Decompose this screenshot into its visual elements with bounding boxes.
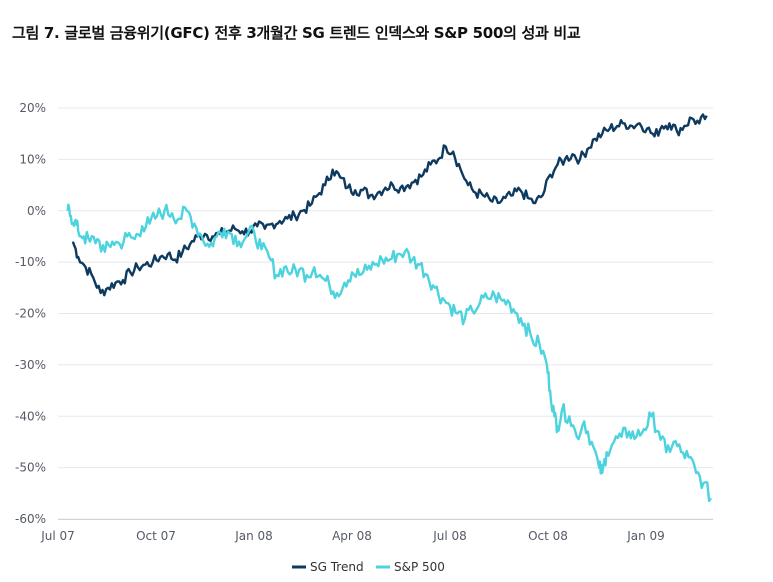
x-tick-label: Jan 09 bbox=[626, 529, 665, 543]
series-line-sp500 bbox=[66, 203, 712, 503]
y-tick-label: 10% bbox=[19, 152, 46, 166]
y-tick-label: -30% bbox=[15, 358, 46, 372]
y-tick-label: -60% bbox=[15, 512, 46, 526]
y-tick-label: -40% bbox=[15, 409, 46, 423]
y-tick-label: -20% bbox=[15, 307, 46, 321]
x-tick-label: Jul 07 bbox=[40, 529, 75, 543]
series-line-sg-trend bbox=[71, 113, 708, 297]
x-tick-label: Jul 08 bbox=[432, 529, 467, 543]
y-axis-ticks: 20% 10% 0% -10% -20% -30% -40% -50% -60% bbox=[15, 101, 46, 526]
x-tick-label: Apr 08 bbox=[332, 529, 372, 543]
y-tick-label: 20% bbox=[19, 101, 46, 115]
series-lines bbox=[66, 113, 712, 503]
chart-title: 그림 7. 글로벌 금융위기(GFC) 전후 3개월간 SG 트렌드 인덱스와 … bbox=[12, 24, 581, 42]
legend: SG Trend S&P 500 bbox=[292, 560, 445, 574]
y-tick-label: -10% bbox=[15, 255, 46, 269]
x-tick-label: Jan 08 bbox=[234, 529, 273, 543]
gridlines bbox=[58, 107, 713, 520]
x-axis-ticks: Jul 07 Oct 07 Jan 08 Apr 08 Jul 08 Oct 08 Jan … bbox=[40, 529, 665, 543]
x-tick-label: Oct 08 bbox=[528, 529, 568, 543]
legend-label: S&P 500 bbox=[394, 560, 445, 574]
x-tick-label: Oct 07 bbox=[136, 529, 176, 543]
legend-label: SG Trend bbox=[310, 560, 364, 574]
y-tick-label: 0% bbox=[27, 204, 46, 218]
y-tick-label: -50% bbox=[15, 461, 46, 475]
